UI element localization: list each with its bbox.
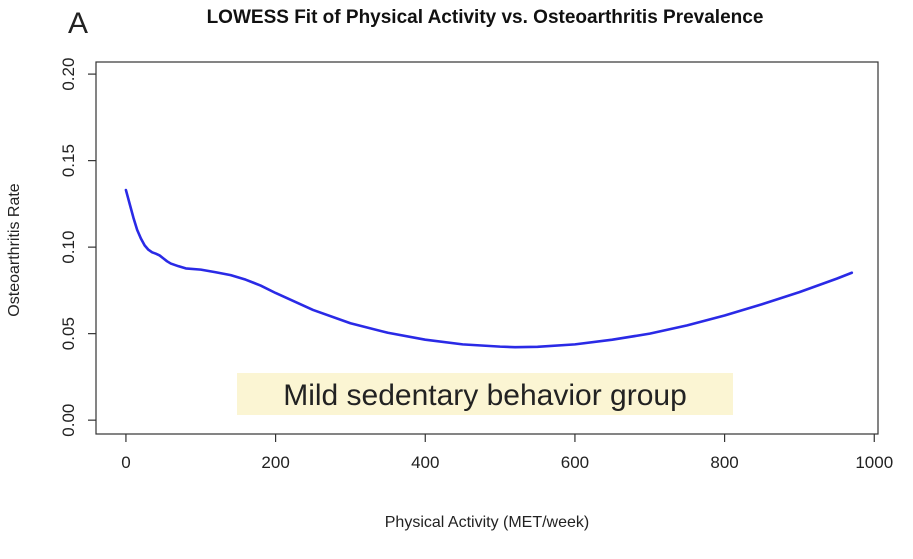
x-axis-label: Physical Activity (MET/week) xyxy=(385,514,589,531)
y-axis: 0.00 0.05 0.10 0.15 0.20 xyxy=(59,58,96,437)
y-tick-label: 0.05 xyxy=(59,317,78,350)
x-tick-label: 1000 xyxy=(855,453,893,472)
x-axis: 0 200 400 600 800 1000 xyxy=(121,434,893,472)
x-tick-label: 400 xyxy=(411,453,439,472)
annotation: Mild sedentary behavior group xyxy=(237,373,733,415)
y-tick-label: 0.15 xyxy=(59,144,78,177)
chart-title: LOWESS Fit of Physical Activity vs. Oste… xyxy=(207,7,764,28)
y-tick-label: 0.00 xyxy=(59,404,78,437)
series-layer xyxy=(124,188,854,349)
x-tick-label: 800 xyxy=(710,453,738,472)
y-tick-label: 0.10 xyxy=(59,231,78,264)
panel-label: A xyxy=(68,7,88,40)
annotation-highlight xyxy=(237,373,733,415)
x-tick-label: 0 xyxy=(121,453,130,472)
plot-frame xyxy=(95,61,879,435)
x-tick-label: 200 xyxy=(261,453,289,472)
lowess-curve xyxy=(124,188,854,349)
x-tick-label: 600 xyxy=(561,453,589,472)
annotation-text: Mild sedentary behavior group xyxy=(283,379,687,412)
y-tick-label: 0.20 xyxy=(59,58,78,91)
y-axis-label: Osteoarthritis Rate xyxy=(6,183,23,316)
